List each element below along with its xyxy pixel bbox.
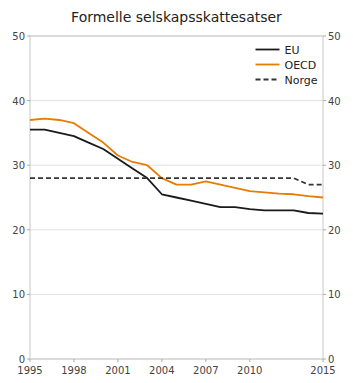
grid-line [30,165,323,166]
y-tick [27,36,30,37]
x-tick [73,359,74,362]
y-tick [27,100,30,101]
y2-tick-label: 10 [328,289,341,300]
x-tick [117,359,118,362]
x-tick-label: 2015 [310,365,335,376]
x-tick-label: 1995 [17,365,42,376]
chart-container: Formelle selskapsskattesatser 0 10 20 30 40 50… [0,0,353,383]
y2-tick-label: 40 [328,96,341,107]
title: Formelle selskapsskattesatser [71,9,282,25]
y2-tick [323,36,326,37]
x-tick-label: 2010 [237,365,262,376]
grid-line [30,100,323,101]
y2-tick [323,100,326,101]
grid-line [30,229,323,230]
x-tick [205,359,206,362]
y-tick-label: 20 [12,225,25,236]
chart-svg: Formelle selskapsskattesatser 0 10 20 30 40 50… [0,0,353,383]
legend-swatch [256,79,280,81]
background [0,0,353,383]
x-tick-label: 2007 [193,365,218,376]
x-tick [249,359,250,362]
legend-swatch [256,64,280,66]
y-tick-label: 50 [12,31,25,42]
x-tick [323,359,324,362]
series-line [30,119,323,198]
y-tick-label: 10 [12,289,25,300]
series-line [30,178,323,184]
legend-swatch [256,49,280,51]
series-line [30,130,323,214]
plot-frame [30,36,323,359]
y2-tick-label: 20 [328,225,341,236]
y2-tick-label: 50 [328,31,341,42]
plot-area [30,119,323,214]
x-tick [30,359,31,362]
y2-tick-label: 0 [328,354,334,365]
x-tick-label: 1998 [61,365,86,376]
grid-line [30,294,323,295]
y-tick [27,229,30,230]
y-tick-label: 0 [19,354,25,365]
legend: EU OECD Norge [256,44,318,87]
y2-tick [323,294,326,295]
legend-label: OECD [285,59,317,72]
y-tick-label: 30 [12,160,25,171]
y-tick-label: 40 [12,96,25,107]
y2-tick [323,165,326,166]
legend-label: Norge [285,74,318,87]
y-tick [27,165,30,166]
y2-tick-label: 30 [328,160,341,171]
x-tick-label: 2004 [149,365,174,376]
x-tick-label: 2001 [105,365,130,376]
y-tick [27,294,30,295]
legend-label: EU [285,44,300,57]
x-tick [161,359,162,362]
y2-tick [323,229,326,230]
